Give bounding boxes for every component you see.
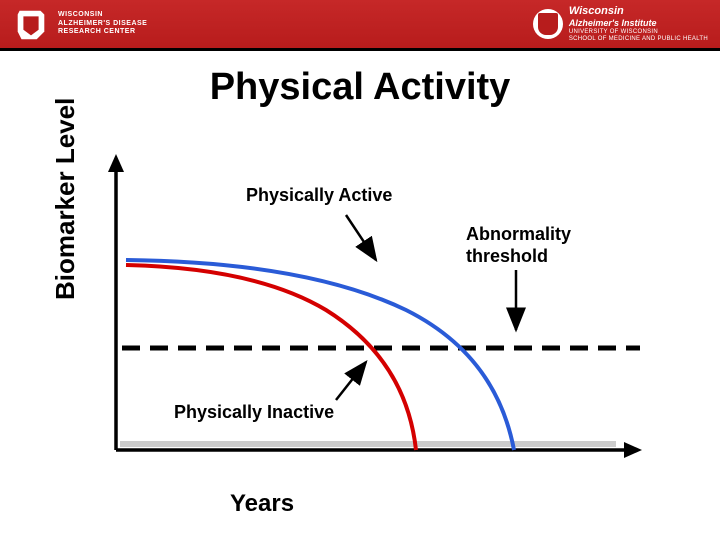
label-physically-active: Physically Active xyxy=(246,185,392,207)
header-bar: WISCONSIN ALZHEIMER'S DISEASE RESEARCH C… xyxy=(0,0,720,48)
logo-left-line2: ALZHEIMER'S DISEASE xyxy=(58,20,147,28)
logo-right-sub3: SCHOOL OF MEDICINE AND PUBLIC HEALTH xyxy=(569,36,708,43)
logo-left-line1: WISCONSIN xyxy=(58,11,147,19)
crest-icon xyxy=(533,9,563,39)
wisconsin-state-icon xyxy=(12,5,50,43)
logo-left-line3: RESEARCH CENTER xyxy=(58,28,147,36)
chart-area: Physically Active Abnormalitythreshold P… xyxy=(76,150,676,480)
logo-right-title: Wisconsin xyxy=(569,5,624,17)
x-axis-label: Years xyxy=(230,490,294,518)
label-physically-inactive: Physically Inactive xyxy=(174,402,334,424)
logo-right-sub2: UNIVERSITY OF WISCONSIN xyxy=(569,29,708,36)
logo-left-text: WISCONSIN ALZHEIMER'S DISEASE RESEARCH C… xyxy=(58,11,147,36)
page-title: Physical Activity xyxy=(0,66,720,109)
logo-right: Wisconsin Alzheimer's Institute UNIVERSI… xyxy=(533,5,708,43)
logo-right-sub1: Alzheimer's Institute xyxy=(569,18,657,28)
logo-right-text: Wisconsin Alzheimer's Institute UNIVERSI… xyxy=(569,5,708,43)
logo-left: WISCONSIN ALZHEIMER'S DISEASE RESEARCH C… xyxy=(12,5,147,43)
label-abnormality-threshold: Abnormalitythreshold xyxy=(466,224,571,267)
